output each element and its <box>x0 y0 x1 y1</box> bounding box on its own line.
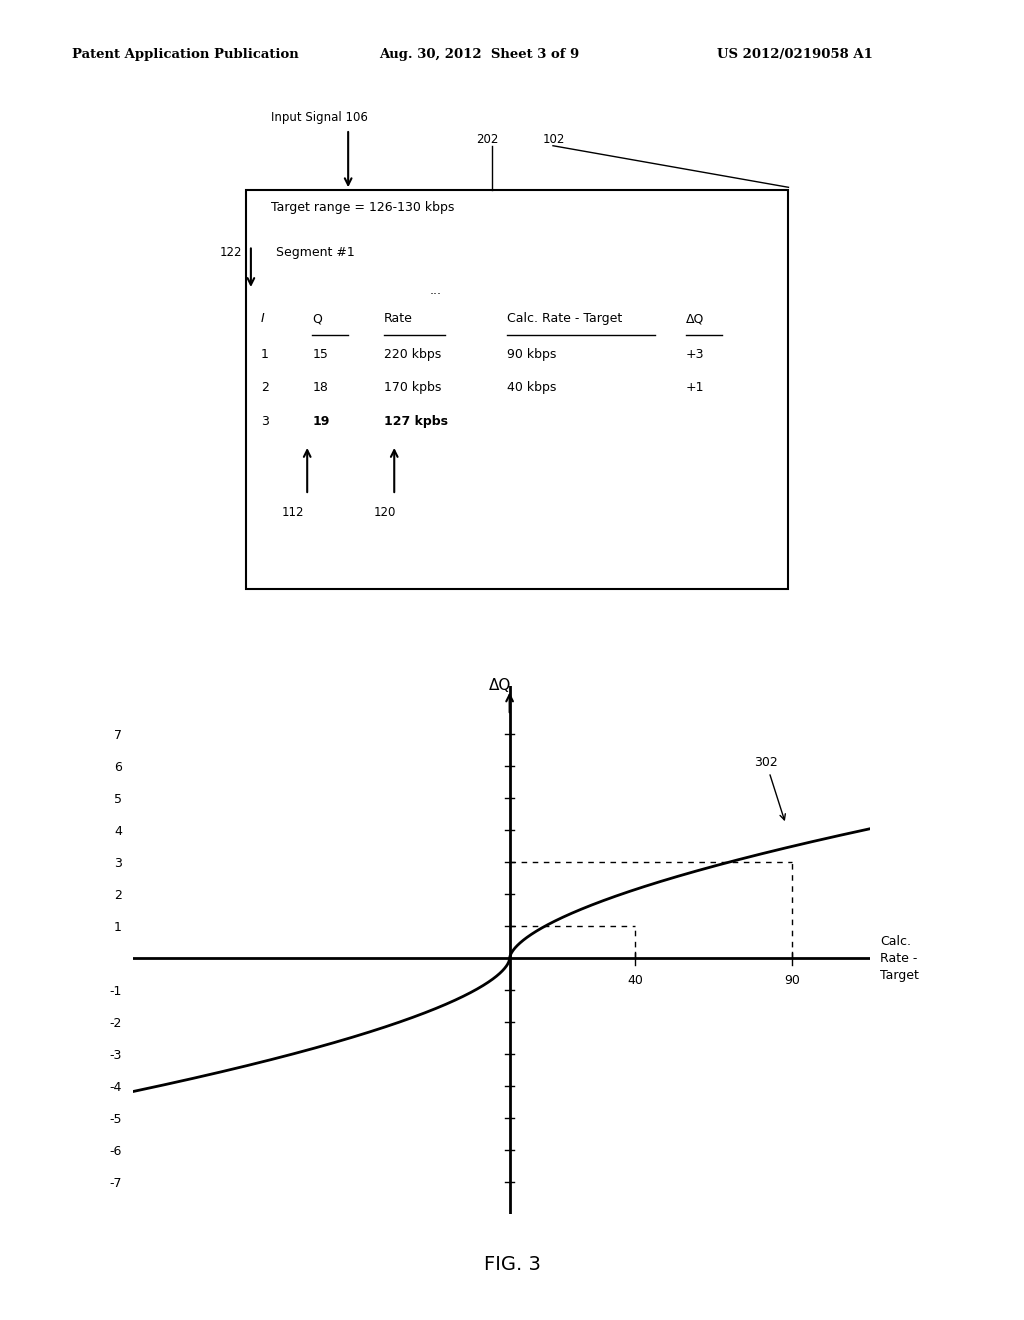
Text: 1: 1 <box>261 348 269 362</box>
Text: Rate: Rate <box>384 312 413 325</box>
Text: Patent Application Publication: Patent Application Publication <box>72 48 298 61</box>
Text: 15: 15 <box>312 348 329 362</box>
Text: ΔQ: ΔQ <box>489 677 511 693</box>
Text: 40: 40 <box>627 974 643 987</box>
Text: 220 kbps: 220 kbps <box>384 348 441 362</box>
Text: ...: ... <box>430 284 442 297</box>
Text: I: I <box>261 312 265 325</box>
Text: +3: +3 <box>686 348 705 362</box>
Text: 90: 90 <box>784 974 800 987</box>
Text: Input Signal 106: Input Signal 106 <box>271 111 369 124</box>
Text: Segment #1: Segment #1 <box>276 246 355 259</box>
Text: 102: 102 <box>543 133 565 145</box>
Text: 3: 3 <box>261 414 269 428</box>
Bar <box>246 190 788 589</box>
Text: 302: 302 <box>755 756 785 820</box>
Text: 202: 202 <box>476 133 499 145</box>
Text: US 2012/0219058 A1: US 2012/0219058 A1 <box>717 48 872 61</box>
Text: 90 kbps: 90 kbps <box>507 348 556 362</box>
Text: 122: 122 <box>220 246 243 259</box>
Text: FIG. 3: FIG. 3 <box>483 1255 541 1274</box>
Text: ΔQ: ΔQ <box>686 312 705 325</box>
Text: 40 kbps: 40 kbps <box>507 381 556 395</box>
Text: 18: 18 <box>312 381 329 395</box>
Text: Aug. 30, 2012  Sheet 3 of 9: Aug. 30, 2012 Sheet 3 of 9 <box>379 48 580 61</box>
Text: +1: +1 <box>686 381 705 395</box>
Text: Q: Q <box>312 312 323 325</box>
Text: 19: 19 <box>312 414 330 428</box>
Text: 120: 120 <box>374 506 396 519</box>
Text: 2: 2 <box>261 381 269 395</box>
Text: 170 kpbs: 170 kpbs <box>384 381 441 395</box>
Text: Calc. Rate - Target: Calc. Rate - Target <box>507 312 623 325</box>
Text: Calc.
Rate -
Target: Calc. Rate - Target <box>880 935 919 982</box>
Text: 112: 112 <box>282 506 304 519</box>
Text: 127 kpbs: 127 kpbs <box>384 414 449 428</box>
Text: Target range = 126-130 kbps: Target range = 126-130 kbps <box>271 201 455 214</box>
